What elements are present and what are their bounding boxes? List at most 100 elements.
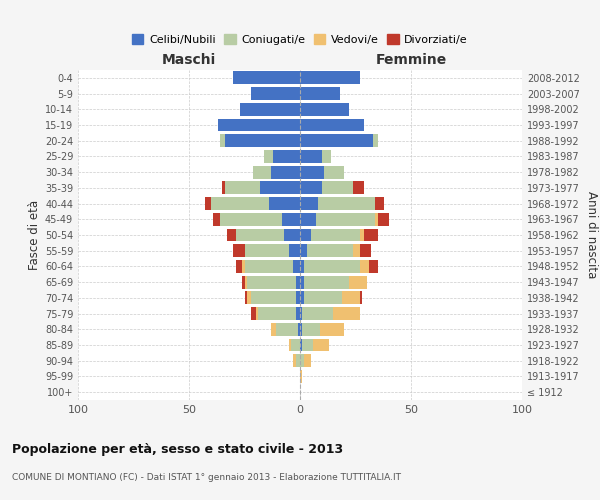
Bar xyxy=(325,166,344,178)
Bar xyxy=(300,87,340,100)
Bar xyxy=(296,354,300,367)
Bar xyxy=(224,134,300,147)
Bar xyxy=(282,213,300,226)
Text: Femmine: Femmine xyxy=(376,52,446,66)
Bar xyxy=(274,150,300,163)
Bar xyxy=(211,197,269,210)
Bar xyxy=(271,166,300,178)
Bar xyxy=(289,338,291,351)
Bar xyxy=(373,134,378,147)
Bar xyxy=(289,244,300,257)
Bar xyxy=(320,323,344,336)
Bar xyxy=(360,228,364,241)
Y-axis label: Anni di nascita: Anni di nascita xyxy=(585,192,598,278)
Bar xyxy=(300,338,302,351)
Bar xyxy=(378,213,389,226)
Bar xyxy=(220,134,224,147)
Legend: Celibi/Nubili, Coniugati/e, Vedovi/e, Divorziati/e: Celibi/Nubili, Coniugati/e, Vedovi/e, Di… xyxy=(128,30,472,49)
Bar xyxy=(300,244,307,257)
Bar xyxy=(311,228,360,241)
Bar xyxy=(293,354,296,367)
Bar xyxy=(353,182,364,194)
Bar xyxy=(322,182,353,194)
Bar xyxy=(300,118,364,132)
Bar xyxy=(269,197,300,210)
Bar xyxy=(300,197,318,210)
Bar xyxy=(296,292,300,304)
Bar xyxy=(222,182,224,194)
Bar xyxy=(300,150,322,163)
Bar xyxy=(271,323,275,336)
Bar xyxy=(300,370,302,383)
Bar xyxy=(240,103,300,116)
Bar xyxy=(313,338,329,351)
Text: Popolazione per età, sesso e stato civile - 2013: Popolazione per età, sesso e stato civil… xyxy=(12,442,343,456)
Bar xyxy=(251,292,296,304)
Bar xyxy=(376,213,378,226)
Bar xyxy=(364,228,378,241)
Bar xyxy=(242,260,245,273)
Bar xyxy=(227,228,236,241)
Bar xyxy=(298,323,300,336)
Text: Maschi: Maschi xyxy=(162,52,216,66)
Bar xyxy=(342,292,360,304)
Bar xyxy=(353,244,360,257)
Bar xyxy=(236,228,284,241)
Bar xyxy=(205,197,211,210)
Bar xyxy=(300,213,316,226)
Bar xyxy=(300,228,311,241)
Bar xyxy=(334,307,360,320)
Bar xyxy=(300,134,373,147)
Bar xyxy=(296,307,300,320)
Bar xyxy=(300,182,322,194)
Bar xyxy=(233,244,245,257)
Bar xyxy=(349,276,367,288)
Bar xyxy=(316,213,376,226)
Bar xyxy=(258,307,296,320)
Bar xyxy=(260,182,300,194)
Bar xyxy=(293,260,300,273)
Bar xyxy=(360,244,371,257)
Bar xyxy=(300,323,302,336)
Bar xyxy=(253,166,271,178)
Bar xyxy=(275,323,298,336)
Bar xyxy=(245,260,293,273)
Bar xyxy=(245,244,289,257)
Bar xyxy=(242,276,245,288)
Bar xyxy=(265,150,274,163)
Text: COMUNE DI MONTIANO (FC) - Dati ISTAT 1° gennaio 2013 - Elaborazione TUTTITALIA.I: COMUNE DI MONTIANO (FC) - Dati ISTAT 1° … xyxy=(12,472,401,482)
Bar xyxy=(300,260,304,273)
Bar xyxy=(224,182,260,194)
Bar xyxy=(302,323,320,336)
Bar xyxy=(307,244,353,257)
Bar xyxy=(256,307,258,320)
Bar xyxy=(302,307,334,320)
Bar xyxy=(247,276,296,288)
Bar xyxy=(300,103,349,116)
Bar xyxy=(300,354,304,367)
Bar xyxy=(302,338,313,351)
Bar xyxy=(236,260,242,273)
Bar xyxy=(284,228,300,241)
Bar xyxy=(220,213,282,226)
Bar xyxy=(369,260,378,273)
Bar xyxy=(360,260,369,273)
Bar xyxy=(247,292,251,304)
Bar xyxy=(300,292,304,304)
Bar xyxy=(245,292,247,304)
Bar xyxy=(233,72,300,85)
Bar xyxy=(318,197,376,210)
Bar xyxy=(322,150,331,163)
Bar xyxy=(245,276,247,288)
Bar xyxy=(300,166,325,178)
Bar xyxy=(251,307,256,320)
Bar xyxy=(291,338,300,351)
Bar xyxy=(304,292,342,304)
Bar xyxy=(218,118,300,132)
Bar xyxy=(376,197,385,210)
Bar xyxy=(304,260,360,273)
Bar xyxy=(304,354,311,367)
Bar xyxy=(296,276,300,288)
Bar xyxy=(214,213,220,226)
Bar xyxy=(300,307,302,320)
